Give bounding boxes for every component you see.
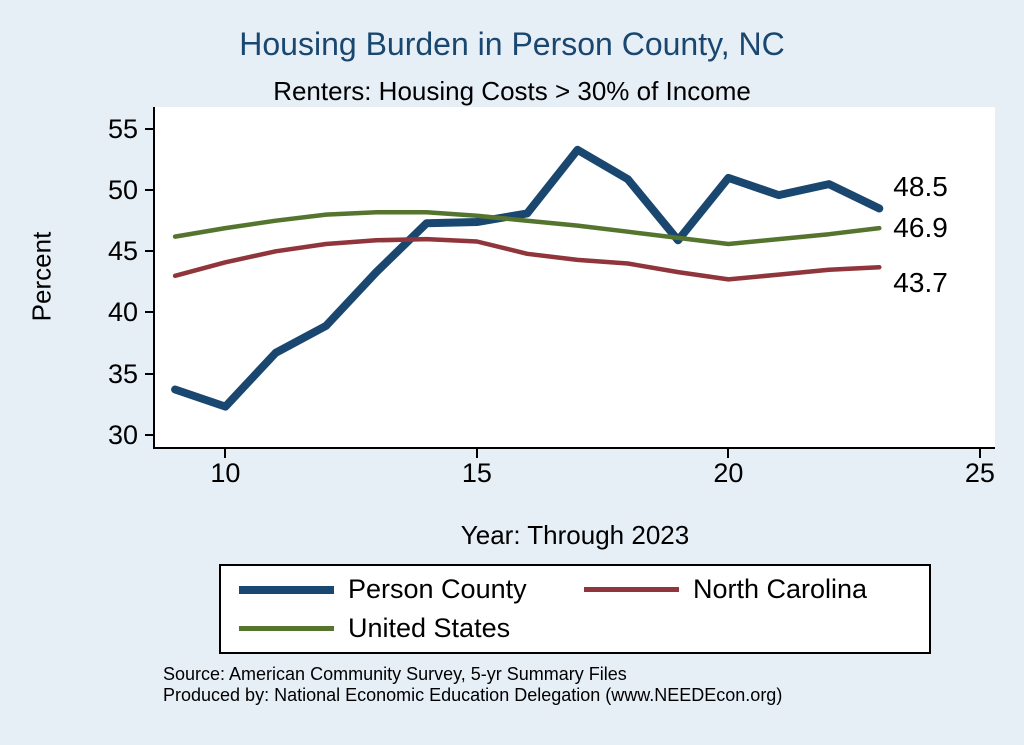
end-label-north-carolina: 43.7 (893, 267, 948, 299)
chart-title: Housing Burden in Person County, NC (239, 26, 785, 62)
legend-label-united-states: United States (348, 613, 511, 643)
y-tick-label: 40 (107, 297, 138, 328)
line-north-carolina (172, 236, 882, 282)
legend-entry-person-county: Person County (239, 574, 584, 605)
y-tick-mark (145, 311, 154, 314)
legend-label-north-carolina: North Carolina (693, 574, 868, 604)
line-united-states (172, 209, 882, 247)
legend: Person County North Carolina United States (219, 564, 931, 654)
end-label-united-states: 46.9 (893, 212, 948, 244)
x-tick-label: 15 (461, 458, 492, 488)
y-tick-label: 50 (107, 175, 138, 206)
legend-entry-united-states: United States (239, 613, 584, 644)
source-note: Source: American Community Survey, 5-yr … (163, 664, 782, 706)
x-axis-label: Year: Through 2023 (460, 520, 690, 550)
y-tick-mark (145, 250, 154, 253)
legend-entry-north-carolina: North Carolina (584, 574, 929, 605)
legend-swatch-united-states (239, 626, 334, 631)
y-tick-mark (145, 128, 154, 130)
plot-lines-svg (171, 145, 884, 411)
source-line-2: Produced by: National Economic Education… (163, 685, 783, 705)
y-tick-mark (145, 433, 154, 436)
x-tick-mark (224, 449, 227, 458)
y-tick-label: 55 (107, 114, 138, 144)
source-line-1: Source: American Community Survey, 5-yr … (163, 664, 627, 684)
x-axis-line (153, 447, 995, 449)
x-tick-label: 20 (713, 458, 744, 488)
plot-area (155, 107, 995, 447)
end-label-person-county: 48.5 (893, 170, 948, 202)
x-tick-mark (727, 449, 730, 458)
y-axis-line (153, 107, 155, 449)
chart-subtitle: Renters: Housing Costs > 30% of Income (273, 76, 751, 106)
y-axis-label: Percent (26, 231, 57, 322)
x-tick-mark (475, 449, 478, 458)
x-tick-label: 10 (210, 458, 241, 488)
legend-label-person-county: Person County (348, 574, 527, 604)
y-tick-mark (145, 189, 154, 192)
x-tick-label: 25 (964, 458, 995, 488)
y-tick-label: 45 (107, 236, 138, 267)
y-tick-label: 30 (107, 419, 138, 450)
y-tick-label: 35 (107, 358, 138, 389)
x-tick-mark (978, 449, 981, 458)
line-person-county (171, 145, 884, 411)
legend-swatch-person-county (239, 585, 334, 594)
legend-swatch-north-carolina (584, 587, 679, 592)
y-tick-mark (145, 372, 154, 375)
